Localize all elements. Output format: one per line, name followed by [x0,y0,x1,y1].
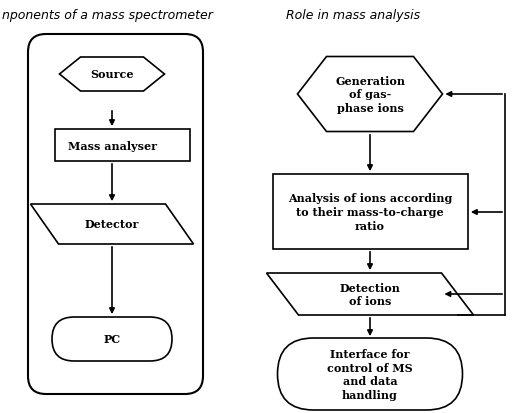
FancyBboxPatch shape [278,338,462,410]
Text: Role in mass analysis: Role in mass analysis [286,9,420,21]
FancyBboxPatch shape [273,175,468,249]
Text: Analysis of ions according
to their mass-to-charge
ratio: Analysis of ions according to their mass… [288,193,452,231]
Polygon shape [31,204,194,244]
Polygon shape [59,58,164,92]
Text: Detector: Detector [85,219,139,230]
Text: Detection
of ions: Detection of ions [339,282,400,306]
Text: Mass analyser: Mass analyser [68,140,157,151]
FancyBboxPatch shape [55,130,190,161]
Text: Source: Source [90,69,134,80]
FancyBboxPatch shape [28,35,203,394]
Polygon shape [267,273,474,315]
Text: PC: PC [103,334,120,345]
Text: Interface for
control of MS
and data
handling: Interface for control of MS and data han… [327,348,413,400]
FancyBboxPatch shape [52,317,172,361]
Text: nponents of a mass spectrometer: nponents of a mass spectrometer [2,9,213,21]
Text: Generation
of gas-
phase ions: Generation of gas- phase ions [335,76,405,114]
Polygon shape [297,57,442,132]
